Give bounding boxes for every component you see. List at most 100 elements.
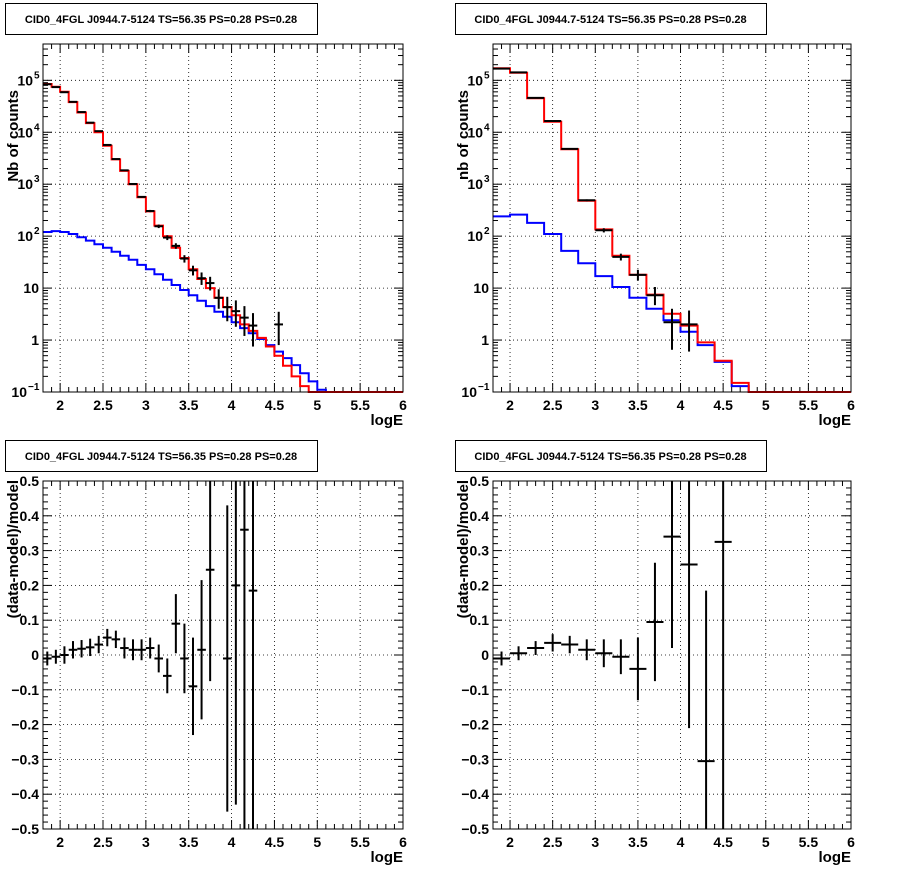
chart3-data-point bbox=[595, 639, 613, 668]
chart1-y-axis-label: nb of counts bbox=[455, 90, 472, 180]
chart3-title-box bbox=[455, 440, 767, 472]
chart3-x-tick-label: 6 bbox=[847, 834, 855, 850]
chart2-x-tick-label: 3.5 bbox=[179, 834, 199, 850]
chart0-data-point bbox=[171, 243, 181, 249]
chart1-x-tick-label: 5 bbox=[762, 397, 770, 413]
chart1-x-tick-label: 2.5 bbox=[543, 397, 563, 413]
chart1-data-point bbox=[629, 269, 647, 281]
chart0-y-tick-exponent: 5 bbox=[34, 70, 40, 81]
chart2-y-tick-label: −0.5 bbox=[11, 821, 39, 837]
chart3-data-point bbox=[714, 481, 732, 829]
chart3-y-tick-label: 0.1 bbox=[470, 612, 490, 628]
chart1-x-tick-label: 3 bbox=[591, 397, 599, 413]
chart3-data-point bbox=[527, 641, 545, 655]
chart0-data-point bbox=[205, 276, 215, 291]
chart0-data-point bbox=[94, 130, 103, 133]
chart3-frame bbox=[492, 480, 852, 830]
chart1-data-point bbox=[561, 147, 579, 150]
chart1-title-box bbox=[455, 3, 767, 35]
chart3-data-point bbox=[612, 639, 630, 675]
chart3-data-point bbox=[646, 562, 664, 682]
chart3-x-axis-label: logE bbox=[819, 849, 852, 866]
chart1-y-tick-exponent: 2 bbox=[484, 226, 490, 237]
chart2-y-tick-labels: −0.5 −0.4 −0.3 −0.2 −0.1 0 0.1 0.2 0.3 0.4 0.5 bbox=[11, 473, 39, 837]
chart0-y-tick-exponent: 3 bbox=[34, 174, 40, 185]
chart2-frame bbox=[42, 480, 404, 830]
chart3-y-tick-label: 0 bbox=[481, 647, 489, 663]
chart1-y-tick-label: 10 bbox=[461, 384, 477, 400]
chart0-data-point bbox=[154, 224, 163, 229]
chart0-frame bbox=[42, 43, 404, 393]
chart2-x-tick-labels: 2 2.5 3 3.5 4 4.5 5 5.5 6 bbox=[56, 834, 407, 850]
chart0-data-point bbox=[120, 169, 129, 172]
chart1-data-point bbox=[578, 199, 596, 202]
chart1-y-tick-label: 10 bbox=[467, 124, 483, 140]
chart3-title: CID0_4FGL J0944.7-5124 TS=56.35 PS=0.28 … bbox=[474, 451, 746, 463]
chart2-data-point bbox=[120, 637, 129, 659]
chart3-data-point bbox=[493, 651, 511, 666]
chart2-data-point bbox=[137, 639, 146, 661]
chart2-x-tick-label: 3 bbox=[142, 834, 150, 850]
chart3-x-tick-label: 5.5 bbox=[799, 834, 819, 850]
chart3-y-tick-label: −0.5 bbox=[461, 821, 489, 837]
chart1-data-point bbox=[680, 310, 698, 352]
chart2-x-tick-label: 2.5 bbox=[93, 834, 113, 850]
chart0-data-point bbox=[231, 300, 241, 327]
chart1-x-tick-label: 6 bbox=[847, 397, 855, 413]
chart0-data-point bbox=[223, 296, 232, 322]
chart2-y-tick-label: 0.4 bbox=[20, 508, 40, 524]
chart3-panel: CID0_4FGL J0944.7-5124 TS=56.35 PS=0.28 … bbox=[455, 440, 855, 866]
chart3-x-tick-labels: 2 2.5 3 3.5 4 4.5 5 5.5 6 bbox=[506, 834, 855, 850]
chart3-y-tick-label: 0.5 bbox=[470, 473, 490, 489]
chart0-y-tick-label: 10 bbox=[17, 228, 33, 244]
chart2-panel: CID0_4FGL J0944.7-5124 TS=56.35 PS=0.28 … bbox=[5, 440, 407, 866]
chart2-y-tick-label: −0.3 bbox=[11, 751, 39, 767]
chart3-data-point bbox=[680, 481, 698, 729]
chart0-y-tick-label: 10 bbox=[11, 384, 27, 400]
chart0-x-tick-label: 6 bbox=[399, 397, 407, 413]
chart2-data-point bbox=[163, 658, 172, 694]
chart3-data-point bbox=[561, 635, 579, 654]
chart2-y-tick-label: 0.2 bbox=[20, 577, 40, 593]
chart1-data-points bbox=[493, 67, 698, 352]
chart0-x-tick-labels: 2 2.5 3 3.5 4 4.5 5 5.5 6 bbox=[56, 397, 407, 413]
chart0-y-tick-label: 10 bbox=[23, 280, 39, 296]
chart0-y-tick-exponent: −1 bbox=[28, 382, 40, 393]
chart1-x-axis-label: logE bbox=[819, 412, 852, 429]
chart2-y-tick-label: 0.5 bbox=[20, 473, 40, 489]
chart2-data-point bbox=[103, 628, 112, 647]
chart1-y-tick-exponent: 3 bbox=[484, 174, 490, 185]
chart0-y-tick-exponent: 4 bbox=[34, 122, 40, 133]
chart0-x-tick-label: 3 bbox=[142, 397, 150, 413]
chart2-data-point bbox=[94, 635, 103, 654]
chart0-y-axis-label: Nb of counts bbox=[5, 90, 22, 182]
chart2-y-tick-label: 0 bbox=[31, 647, 39, 663]
chart2-grid bbox=[43, 481, 403, 829]
chart3-y-tick-labels: −0.5 −0.4 −0.3 −0.2 −0.1 0 0.1 0.2 0.3 0.4 0.5 bbox=[461, 473, 489, 837]
chart2-data-point bbox=[145, 637, 155, 659]
chart2-y-tick-label: 0.3 bbox=[20, 543, 40, 559]
chart2-data-point bbox=[171, 594, 181, 654]
chart3-x-tick-label: 3.5 bbox=[628, 834, 648, 850]
chart1-x-tick-label: 3.5 bbox=[628, 397, 648, 413]
chart1-data-point bbox=[612, 253, 630, 261]
chart1-x-tick-label: 5.5 bbox=[799, 397, 819, 413]
chart2-title-box bbox=[5, 440, 318, 472]
chart2-data-point bbox=[240, 481, 249, 829]
chart2-x-tick-label: 4.5 bbox=[265, 834, 285, 850]
chart0-data-point bbox=[180, 255, 189, 263]
chart2-data-point bbox=[188, 637, 198, 736]
chart3-y-tick-label: −0.1 bbox=[461, 682, 489, 698]
chart3-y-tick-label: −0.4 bbox=[461, 786, 489, 802]
chart2-y-tick-label: 0.1 bbox=[20, 612, 40, 628]
chart3-data-point bbox=[510, 646, 528, 661]
chart3-data-point bbox=[697, 590, 715, 829]
chart2-data-point bbox=[180, 623, 189, 694]
chart2-data-point bbox=[223, 505, 232, 812]
chart1-ticks bbox=[492, 43, 852, 393]
chart0-y-tick-label: 10 bbox=[17, 176, 33, 192]
chart0-data-point bbox=[240, 306, 249, 336]
chart1-data-point bbox=[663, 308, 681, 350]
chart0-y-tick-label: 1 bbox=[31, 332, 39, 348]
